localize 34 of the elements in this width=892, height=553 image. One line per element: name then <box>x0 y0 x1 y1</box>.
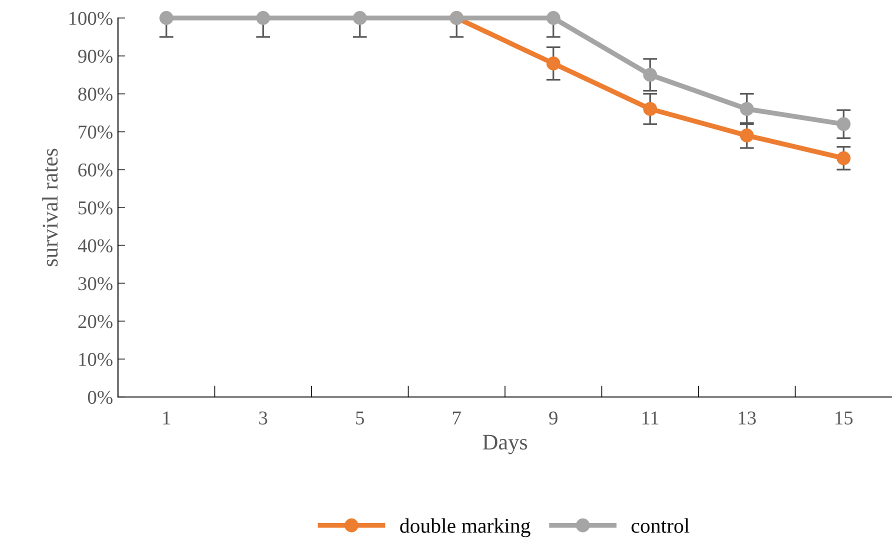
point <box>546 11 560 25</box>
x-tick-label: 3 <box>259 412 268 425</box>
point <box>836 151 851 166</box>
y-tick-label: 90% <box>78 50 112 63</box>
x-tick-label: 9 <box>549 412 558 425</box>
y-axis-title: survival rates <box>42 148 58 266</box>
point <box>256 11 270 25</box>
y-tick-label: 10% <box>79 352 112 366</box>
legend-label: control <box>632 518 690 533</box>
point <box>159 11 174 25</box>
point <box>546 56 560 70</box>
point <box>740 102 754 116</box>
point <box>643 68 658 82</box>
x-tick-label: 7 <box>453 412 461 424</box>
y-tick-label: 0% <box>88 390 112 404</box>
point <box>740 128 754 142</box>
x-tick-label: 15 <box>836 412 853 425</box>
point <box>836 117 851 132</box>
y-tick-label: 60% <box>78 163 112 177</box>
x-tick-label: 11 <box>642 412 658 424</box>
y-tick-label: 50% <box>78 201 112 214</box>
y-tick-label: 40% <box>78 239 112 252</box>
y-tick-label: 70% <box>78 126 112 139</box>
y-tick-label: 100% <box>69 12 112 25</box>
y-tick-label: 20% <box>78 315 112 328</box>
x-tick-label: 5 <box>356 412 364 425</box>
legend-label: double marking <box>400 518 530 538</box>
y-tick-label: 80% <box>78 88 112 101</box>
point <box>352 11 367 25</box>
x-tick-label: 1 <box>163 412 170 424</box>
x-tick-label: 13 <box>738 412 756 425</box>
x-axis-title: Days <box>482 434 528 454</box>
point <box>643 102 658 116</box>
y-tick-label: 30% <box>78 277 112 290</box>
